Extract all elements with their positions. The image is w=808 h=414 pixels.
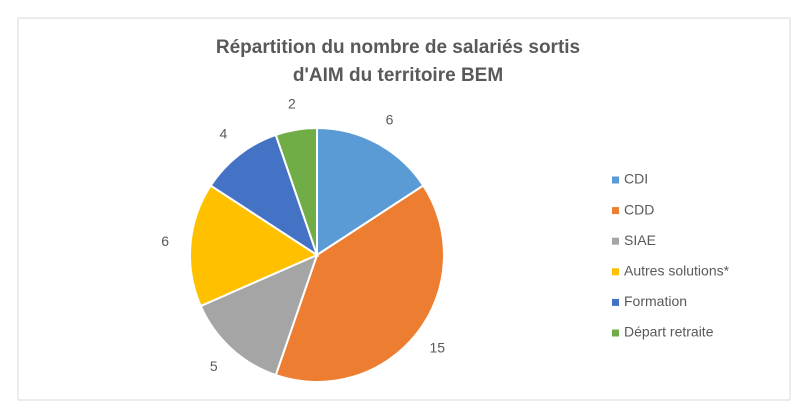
data-label: 5 [210, 358, 218, 374]
pie-slice [189, 184, 320, 308]
pie-slice [209, 133, 319, 258]
legend-label: Départ retraite [624, 324, 714, 340]
pie-slice [199, 253, 319, 377]
legend-swatch [612, 176, 619, 184]
pie-slice [274, 126, 318, 256]
data-label: 6 [386, 112, 394, 128]
legend-label: CDD [624, 201, 654, 217]
legend-label: Autres solutions* [624, 263, 730, 279]
legend-swatch [612, 298, 619, 306]
chart-title: Répartition du nombre de salariés sortis [216, 37, 580, 58]
legend-label: Formation [624, 293, 687, 309]
data-label: 2 [288, 95, 296, 111]
legend-label: SIAE [624, 232, 656, 248]
data-label: 6 [161, 233, 169, 249]
legend-label: CDI [624, 171, 648, 187]
pie-slice [274, 184, 445, 383]
legend-swatch [612, 237, 619, 245]
legend-swatch [612, 207, 619, 215]
pie-slice [316, 126, 425, 257]
data-label: 15 [429, 339, 445, 355]
legend-swatch [612, 329, 619, 337]
legend-swatch [612, 268, 619, 276]
data-label: 4 [219, 125, 227, 141]
chart-title: d'AIM du territoire BEM [293, 65, 503, 86]
